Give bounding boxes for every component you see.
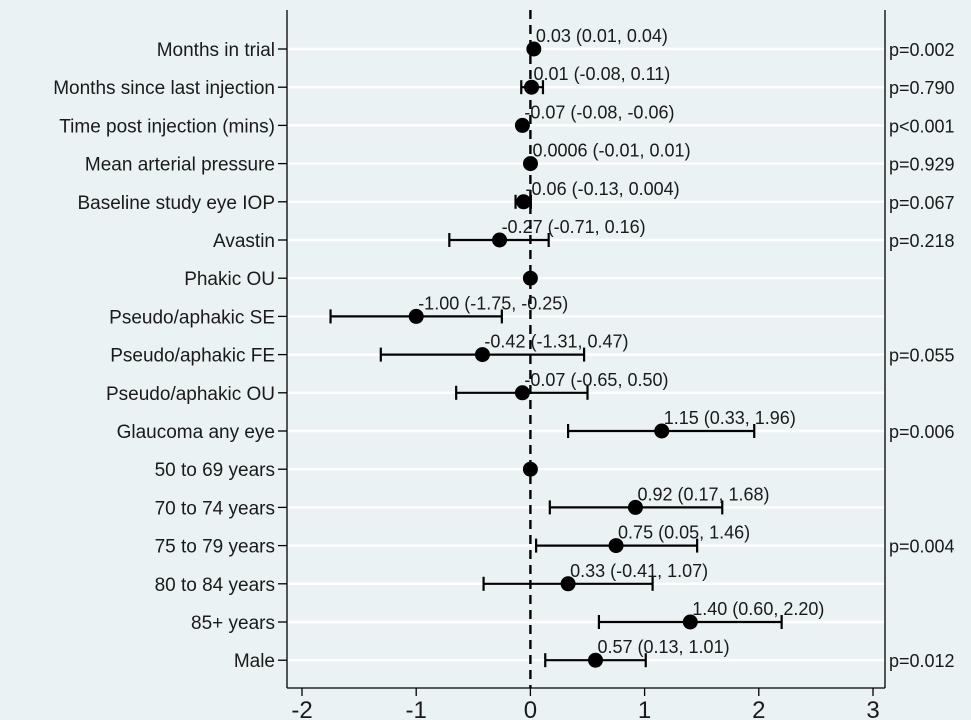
ci-annotation: 1.40 (0.60, 2.20) (692, 599, 824, 619)
point-estimate (524, 79, 540, 95)
y-tick-label: Phakic OU (184, 269, 275, 290)
y-tick-label: Baseline study eye IOP (78, 193, 276, 214)
point-estimate (526, 41, 542, 57)
ci-annotation: -1.00 (-1.75, -0.25) (418, 293, 568, 313)
ci-annotation: 1.15 (0.33, 1.96) (664, 408, 796, 428)
point-estimate (408, 308, 424, 324)
ci-annotation: 0.92 (0.17, 1.68) (637, 484, 769, 504)
x-tick-label: 2 (752, 697, 765, 720)
ci-annotation: -0.42 (-1.31, 0.47) (484, 332, 628, 352)
point-estimate (608, 538, 624, 554)
p-value-label: p=0.929 (889, 155, 955, 175)
point-estimate (560, 576, 576, 592)
y-tick-label: Glaucoma any eye (117, 422, 275, 443)
p-value-label: p=0.002 (889, 40, 955, 60)
point-estimate (492, 232, 508, 248)
p-value-label: p=0.790 (889, 78, 955, 98)
y-tick-label: Pseudo/aphakic OU (106, 384, 275, 405)
x-tick-label: 1 (638, 697, 651, 720)
point-estimate (514, 385, 530, 401)
p-value-label: p<0.001 (889, 116, 955, 136)
ci-annotation: 0.33 (-0.41, 1.07) (570, 561, 708, 581)
x-tick-label: 3 (866, 697, 879, 720)
y-tick-label: Male (234, 651, 275, 672)
y-tick-label: Months since last injection (53, 78, 275, 99)
point-estimate (474, 347, 490, 363)
p-value-label: p=0.006 (889, 422, 955, 442)
ci-annotation: 0.03 (0.01, 0.04) (536, 26, 668, 46)
point-estimate (522, 156, 538, 172)
ci-annotation: 0.57 (0.13, 1.01) (597, 637, 729, 657)
point-estimate (587, 652, 603, 668)
x-tick-label: 0 (524, 697, 537, 720)
ci-annotation: 0.01 (-0.08, 0.11) (534, 64, 671, 84)
point-estimate (522, 270, 538, 286)
y-tick-label: 75 to 79 years (155, 537, 275, 558)
point-estimate (522, 461, 538, 477)
p-value-label: p=0.004 (889, 537, 955, 557)
y-tick-label: Months in trial (157, 40, 275, 61)
point-estimate (514, 117, 530, 133)
y-tick-label: Time post injection (mins) (59, 116, 275, 137)
y-tick-label: 80 to 84 years (155, 575, 275, 596)
p-value-label: p=0.067 (889, 193, 955, 213)
y-tick-label: Pseudo/aphakic SE (109, 307, 275, 328)
ci-annotation: 0.0006 (-0.01, 0.01) (532, 141, 690, 161)
p-value-label: p=0.055 (889, 346, 955, 366)
ci-annotation: -0.07 (-0.65, 0.50) (524, 370, 668, 390)
p-value-label: p=0.218 (889, 231, 955, 251)
y-tick-label: 85+ years (191, 613, 275, 634)
ci-annotation: -0.27 (-0.71, 0.16) (502, 217, 646, 237)
y-tick-label: Mean arterial pressure (85, 155, 275, 176)
x-tick-label: -2 (291, 697, 312, 720)
point-estimate (682, 614, 698, 630)
y-tick-label: 70 to 74 years (155, 498, 275, 519)
y-tick-label: Avastin (213, 231, 275, 252)
ci-annotation: 0.75 (0.05, 1.46) (618, 523, 750, 543)
p-value-label: p=0.012 (889, 651, 955, 671)
x-tick-label: -1 (406, 697, 427, 720)
y-tick-label: 50 to 69 years (155, 460, 275, 481)
point-estimate (654, 423, 670, 439)
point-estimate (627, 499, 643, 515)
ci-annotation: -0.06 (-0.13, 0.004) (526, 179, 680, 199)
point-estimate (516, 194, 532, 210)
y-tick-label: Pseudo/aphakic FE (110, 346, 275, 367)
ci-annotation: -0.07 (-0.08, -0.06) (524, 102, 674, 122)
